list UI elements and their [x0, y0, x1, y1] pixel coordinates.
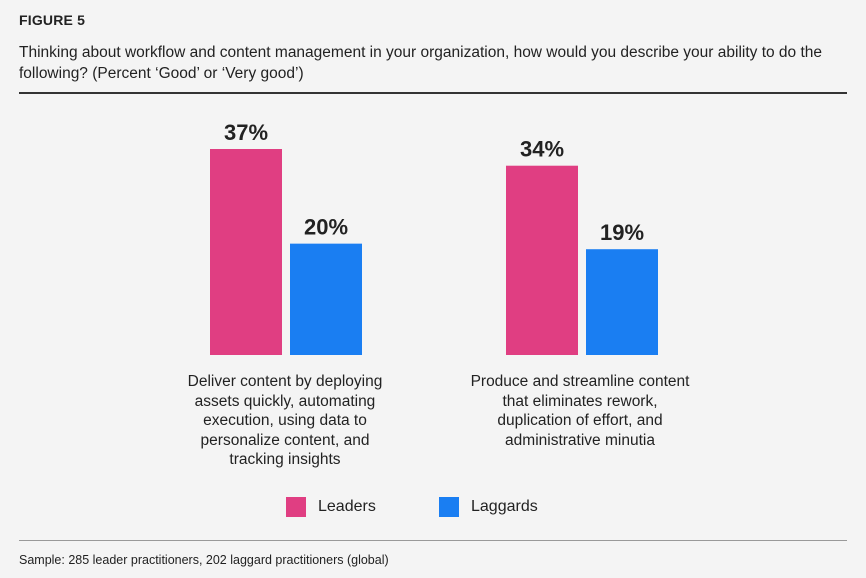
data-label-leaders-0: 37% — [224, 120, 268, 145]
top-divider — [19, 92, 847, 94]
bar-leaders-0 — [210, 149, 282, 355]
data-label-leaders-1: 34% — [520, 137, 564, 162]
category-label-0: Deliver content by deploying assets quic… — [187, 373, 383, 468]
data-label-laggards-1: 19% — [600, 220, 644, 245]
bar-leaders-1 — [506, 165, 578, 355]
legend-label-laggards: Laggards — [471, 498, 538, 515]
chart-title: Thinking about workflow and content mana… — [19, 44, 823, 82]
legend-item-leaders: Leaders — [286, 496, 376, 518]
category-label-1: Produce and streamline content that elim… — [470, 373, 690, 449]
data-label-laggards-0: 20% — [304, 215, 348, 240]
figure-label: FIGURE 5 — [19, 12, 86, 28]
bar-laggards-1 — [586, 249, 658, 355]
legend-label-leaders: Leaders — [318, 498, 376, 515]
bottom-divider — [19, 540, 847, 541]
legend-swatch-leaders — [286, 497, 306, 517]
sample-note: Sample: 285 leader practitioners, 202 la… — [19, 553, 389, 567]
legend-item-laggards: Laggards — [439, 496, 538, 518]
legend-swatch-laggards — [439, 497, 459, 517]
bar-laggards-0 — [290, 243, 362, 355]
